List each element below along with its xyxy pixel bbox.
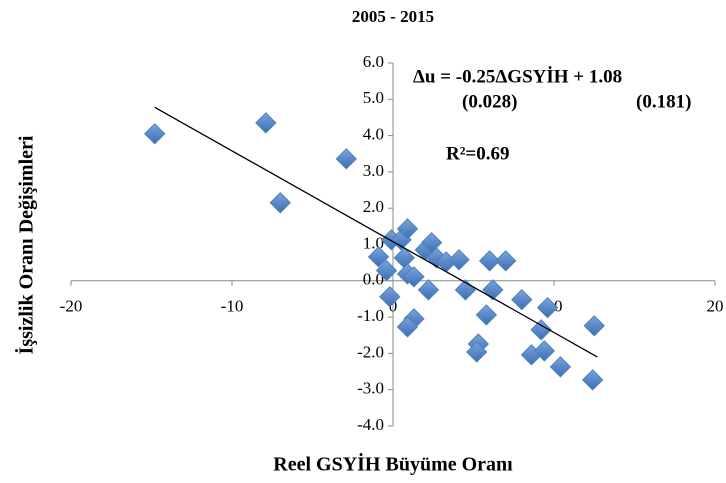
y-tick-label: 5.0 xyxy=(363,88,384,107)
equation: Δu = -0.25ΔGSYİH + 1.08 xyxy=(413,66,622,87)
point xyxy=(581,369,604,391)
point xyxy=(144,123,166,145)
point xyxy=(478,250,501,272)
point xyxy=(396,316,419,338)
point xyxy=(379,286,401,308)
equation-se: (0.181) xyxy=(636,91,691,112)
y-tick-label: -4.0 xyxy=(357,415,384,434)
x-tick-label: -20 xyxy=(60,297,83,316)
point xyxy=(335,148,358,170)
point xyxy=(583,315,605,337)
point xyxy=(375,259,398,282)
y-tick-label: -1.0 xyxy=(357,306,384,325)
point xyxy=(549,356,572,378)
x-tick-label: 20 xyxy=(707,297,724,316)
x-tick-label: -10 xyxy=(221,297,244,316)
point xyxy=(403,266,425,288)
y-tick-label: 4.0 xyxy=(363,125,384,144)
r-squared: R²=0.69 xyxy=(446,143,510,164)
point xyxy=(448,249,470,271)
point xyxy=(255,112,277,134)
y-tick-label: -2.0 xyxy=(357,342,384,361)
x-axis-label: Reel GSYİH Büyüme Oranı xyxy=(273,452,513,476)
point xyxy=(536,296,559,319)
equation-se: (0.028) xyxy=(462,91,517,112)
point xyxy=(417,279,440,301)
x-tick-label: 0 xyxy=(389,297,398,316)
point xyxy=(269,192,292,214)
point xyxy=(530,319,552,341)
y-tick-label: 0.0 xyxy=(363,270,384,289)
point xyxy=(511,288,533,311)
y-tick-label: -3.0 xyxy=(357,379,384,398)
point xyxy=(475,304,498,326)
y-tick-label: 3.0 xyxy=(363,161,384,180)
point xyxy=(393,247,415,269)
y-axis-label: İşsizlik Oranı Değişimleri xyxy=(14,135,38,354)
point xyxy=(533,340,556,362)
point xyxy=(494,250,517,272)
point xyxy=(466,341,488,363)
y-tick-label: 2.0 xyxy=(363,197,384,216)
point xyxy=(367,246,390,268)
trendline xyxy=(154,106,598,358)
point xyxy=(396,218,419,240)
point xyxy=(482,279,504,301)
chart-title: 2005 - 2015 xyxy=(352,7,434,26)
y-tick-label: 6.0 xyxy=(363,52,384,71)
